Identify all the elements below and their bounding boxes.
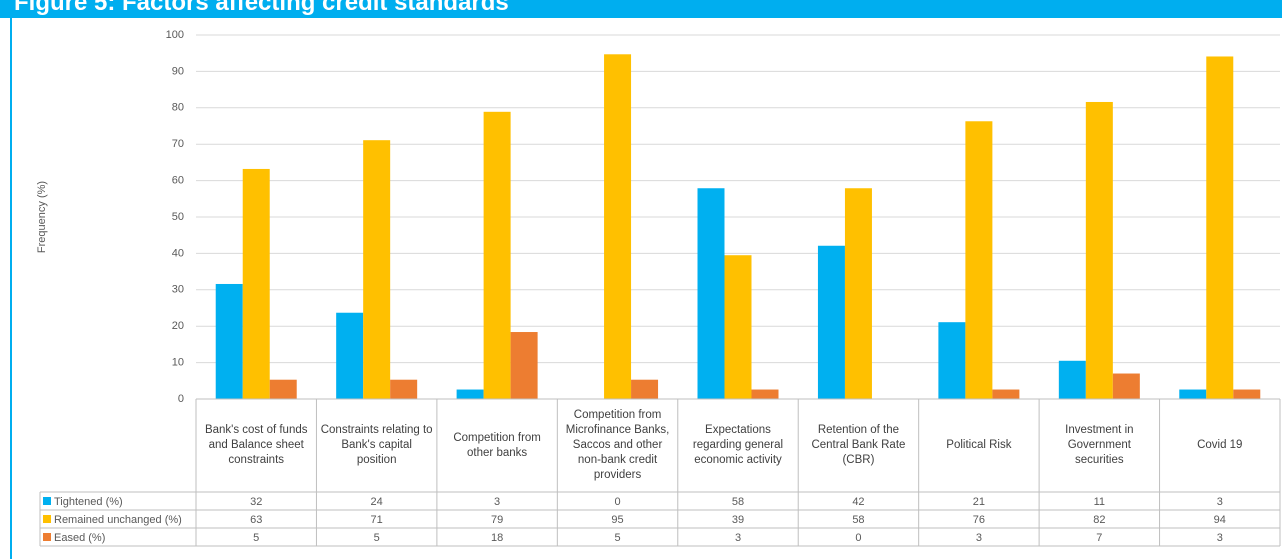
bar: [1206, 56, 1234, 399]
table-value: 79: [491, 514, 503, 526]
y-tick-label: 50: [172, 211, 184, 223]
bar: [938, 322, 966, 399]
bar: [844, 188, 872, 399]
table-value: 5: [374, 532, 380, 544]
bar: [1233, 389, 1261, 399]
header: Figure 5: Factors affecting credit stand…: [0, 0, 1282, 18]
bar: [631, 379, 659, 399]
y-tick-label: 60: [172, 175, 184, 187]
bar: [269, 379, 297, 399]
table-value: 58: [852, 514, 864, 526]
bar: [390, 379, 418, 399]
legend-swatch: [43, 515, 51, 523]
category-label: Investment in Government securities: [1065, 424, 1134, 466]
bar: [697, 188, 725, 399]
table-value: 94: [1214, 514, 1226, 526]
bar: [992, 389, 1020, 399]
category-label: Expectations regarding general economic …: [692, 424, 784, 466]
bar: [456, 389, 484, 399]
bar: [336, 312, 364, 399]
bar: [1058, 360, 1086, 399]
y-tick-label: 100: [166, 29, 184, 41]
table-value: 11: [1094, 496, 1105, 508]
bar: [215, 283, 243, 399]
bar: [604, 54, 632, 400]
bar: [363, 140, 391, 400]
table-value: 18: [491, 532, 503, 544]
border: [10, 18, 12, 559]
bar: [1179, 389, 1207, 399]
bar: [724, 255, 752, 399]
table-value: 5: [253, 532, 259, 544]
y-tick-label: 90: [172, 65, 184, 77]
table-value: 7: [1096, 532, 1102, 544]
table-value: 3: [735, 532, 741, 544]
table-value: 95: [611, 514, 623, 526]
table-value: 71: [371, 514, 383, 526]
y-tick-label: 80: [172, 102, 184, 114]
bar: [242, 168, 270, 399]
table-value: 58: [732, 496, 744, 508]
legend-swatch: [43, 497, 51, 505]
y-axis-title: Frequency (%): [36, 181, 48, 253]
category-label: Bank's cost of funds and Balance sheet c…: [204, 424, 308, 466]
bar: [965, 121, 993, 399]
bar: [1112, 373, 1140, 399]
legend-swatch: [43, 533, 51, 541]
bar: [483, 111, 511, 399]
y-tick-label: 0: [178, 393, 184, 405]
table-value: 0: [855, 532, 861, 544]
legend-label: Remained unchanged (%): [54, 514, 182, 526]
category-label: Competition from Microfinance Banks, Sac…: [565, 409, 670, 481]
category-label: Competition from other banks: [453, 431, 541, 459]
y-tick-label: 70: [172, 138, 184, 150]
table-value: 21: [973, 496, 985, 508]
table-value: 32: [250, 496, 262, 508]
legend-label: Tightened (%): [54, 496, 123, 508]
table-value: 82: [1093, 514, 1105, 526]
bar: [817, 245, 845, 399]
category-label: Covid 19: [1197, 439, 1243, 451]
category-label: Political Risk: [946, 439, 1012, 451]
y-tick-label: 30: [172, 284, 184, 296]
header-title: Figure 5: Factors affecting credit stand…: [14, 0, 509, 16]
table-value: 39: [732, 514, 744, 526]
table-value: 3: [1217, 532, 1223, 544]
bar: [510, 332, 538, 399]
table-value: 3: [494, 496, 500, 508]
y-tick-label: 10: [172, 357, 184, 369]
table-value: 3: [1217, 496, 1223, 508]
y-tick-label: 20: [172, 320, 184, 332]
y-tick-label: 40: [172, 247, 184, 259]
bar: [751, 389, 779, 399]
table-value: 24: [371, 496, 383, 508]
table-value: 5: [614, 532, 620, 544]
table-value: 3: [976, 532, 982, 544]
category-label: Constraints relating to Bank's capital p…: [320, 424, 433, 466]
category-label: Retention of the Central Bank Rate (CBR): [811, 424, 906, 466]
table-value: 63: [250, 514, 262, 526]
table-value: 42: [852, 496, 864, 508]
table-value: 0: [614, 496, 620, 508]
table-value: 76: [973, 514, 985, 526]
bar: [1085, 101, 1113, 399]
legend-label: Eased (%): [54, 532, 105, 544]
